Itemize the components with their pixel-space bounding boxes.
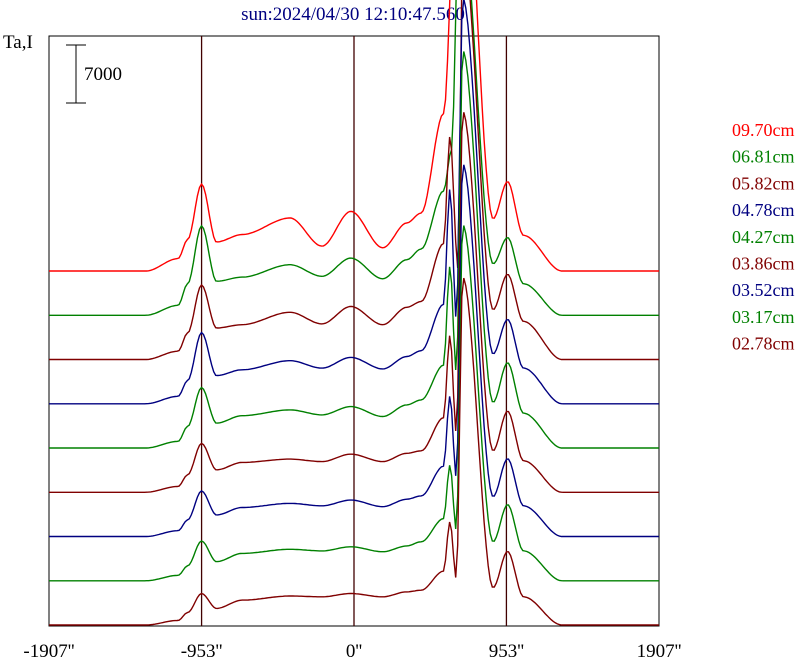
- legend-item-03.52cm: 03.52cm: [732, 280, 795, 300]
- curve-05.82cm: [49, 0, 659, 361]
- y-axis-label: Ta,I: [3, 32, 33, 53]
- x-tick-label-1: -953'': [181, 641, 223, 662]
- legend-item-04.27cm: 04.27cm: [732, 227, 795, 247]
- curve-02.78cm: [49, 277, 659, 626]
- curve-06.81cm: [49, 0, 659, 316]
- curve-03.17cm: [49, 225, 659, 582]
- x-tick-label-0: -1907'': [23, 641, 74, 662]
- curve-04.27cm: [49, 51, 659, 449]
- legend-item-03.86cm: 03.86cm: [732, 254, 795, 274]
- legend-item-02.78cm: 02.78cm: [732, 334, 795, 354]
- scale-bar: [66, 44, 86, 104]
- scale-bar-label: 7000: [84, 64, 122, 85]
- x-tick-label-2: 0'': [346, 641, 362, 662]
- legend-item-04.78cm: 04.78cm: [732, 200, 795, 220]
- curve-09.70cm: [49, 0, 659, 272]
- x-tick-label-3: 953'': [489, 641, 524, 662]
- x-tick-label-4: 1907'': [637, 641, 682, 662]
- legend-item-03.17cm: 03.17cm: [732, 307, 795, 327]
- legend-item-05.82cm: 05.82cm: [732, 173, 795, 193]
- vertical-reference-lines: [200, 36, 508, 626]
- chart-title: sun:2024/04/30 12:10:47.560: [241, 4, 465, 25]
- legend-item-09.70cm: 09.70cm: [732, 120, 795, 140]
- curve-04.78cm: [49, 0, 659, 405]
- legend: 09.70cm 06.81cm 05.82cm 04.78cm 04.27cm 03.86…: [732, 120, 795, 354]
- curve-03.52cm: [49, 164, 659, 538]
- spectral-curves: [49, 0, 659, 626]
- curve-03.86cm: [49, 112, 659, 493]
- x-tick-labels: -1907'' -953'' 0'' 953'' 1907'': [23, 641, 681, 662]
- legend-item-06.81cm: 06.81cm: [732, 147, 795, 167]
